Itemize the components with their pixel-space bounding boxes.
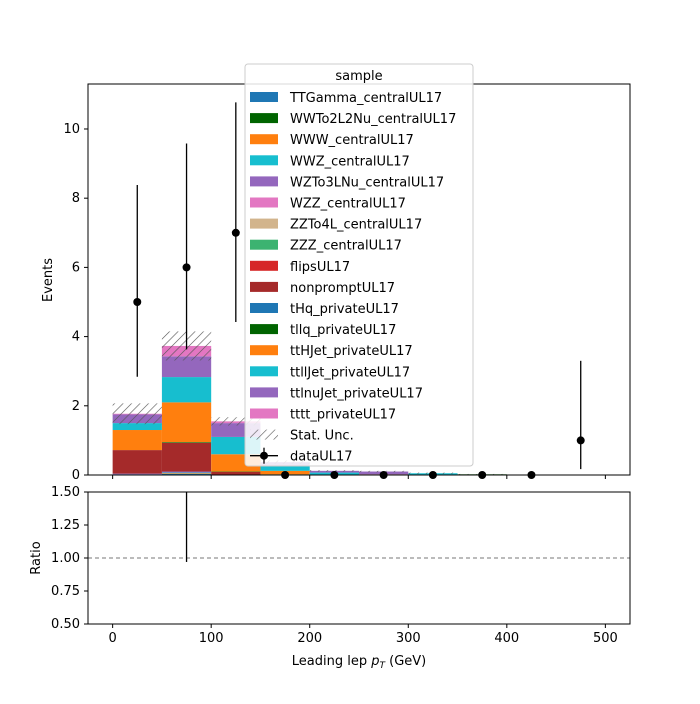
legend-swatch	[250, 113, 278, 123]
legend-label: ZZTo4L_centralUL17	[290, 218, 422, 233]
bar-segment	[162, 443, 211, 472]
bar-segment	[211, 472, 260, 475]
bar-segment	[113, 430, 162, 450]
ratio-y-tick-label: 0.50	[51, 617, 80, 632]
legend-label: WZTo3LNu_centralUL17	[290, 175, 444, 190]
legend-label: Stat. Unc.	[290, 429, 354, 444]
legend-label: TTGamma_centralUL17	[289, 91, 442, 106]
legend-label: nonpromptUL17	[290, 281, 395, 296]
data-point	[232, 229, 240, 237]
legend-label: tHq_privateUL17	[290, 302, 399, 317]
ratio-y-axis-label: Ratio	[29, 541, 44, 574]
ratio-y-ticks: 0.50 0.75 1.00 1.25 1.50	[51, 485, 88, 632]
legend-label: tllq_privateUL17	[290, 323, 396, 338]
y-tick-label: 8	[72, 191, 80, 206]
y-tick-label: 4	[72, 330, 80, 345]
legend-label: tttt_privateUL17	[290, 408, 396, 423]
legend-swatch	[250, 198, 278, 208]
y-tick-label: 10	[63, 122, 80, 137]
legend-title: sample	[335, 69, 382, 84]
y-tick-label: 2	[72, 399, 80, 414]
legend-label: ZZZ_centralUL17	[290, 239, 402, 254]
ratio-axes-frame	[88, 492, 630, 624]
bar-segment	[162, 473, 211, 474]
legend-swatch	[250, 366, 278, 376]
stat-unc-band	[113, 403, 162, 424]
ratio-y-tick-label: 0.75	[51, 584, 80, 599]
x-tick-label: 400	[494, 631, 519, 646]
legend-swatch	[250, 176, 278, 186]
y-tick-label: 0	[72, 468, 80, 483]
legend-swatch	[250, 240, 278, 250]
legend-label: ttlnuJet_privateUL17	[290, 386, 423, 401]
ratio-x-ticks: 0 100 200 300 400 500	[108, 624, 617, 646]
legend-label: WWW_centralUL17	[290, 133, 414, 148]
legend-swatch	[250, 387, 278, 397]
data-point	[133, 298, 141, 306]
bar-segment	[162, 473, 211, 474]
x-tick-label: 100	[199, 631, 224, 646]
bar-segment	[162, 472, 211, 473]
legend-swatch	[250, 303, 278, 313]
legend-swatch	[250, 92, 278, 102]
legend-label: flipsUL17	[290, 260, 350, 275]
data-point	[577, 436, 585, 444]
legend-data-marker	[260, 452, 268, 460]
legend-swatch	[250, 345, 278, 355]
legend-swatch-stat-unc	[250, 430, 278, 440]
legend-label: WZZ_centralUL17	[290, 197, 406, 212]
legend-swatch	[250, 282, 278, 292]
bar-segment	[113, 423, 162, 430]
legend-label: ttllJet_privateUL17	[290, 365, 410, 380]
bar-segment	[162, 377, 211, 402]
ratio-y-tick-label: 1.00	[51, 551, 80, 566]
bar-segment	[162, 402, 211, 442]
y-tick-label: 6	[72, 260, 80, 275]
x-tick-label: 300	[396, 631, 421, 646]
bar-segment	[113, 450, 162, 474]
legend-label: dataUL17	[290, 450, 353, 465]
x-axis-label-unit: (GeV)	[385, 654, 426, 669]
x-tick-label: 200	[297, 631, 322, 646]
x-axis-label: Leading lep pT (GeV)	[292, 654, 426, 671]
x-axis-label-main: Leading lep	[292, 654, 371, 669]
main-y-axis-label: Events	[41, 258, 56, 302]
legend-swatch	[250, 324, 278, 334]
ratio-y-tick-label: 1.50	[51, 485, 80, 500]
bar-segment	[113, 474, 162, 475]
legend-swatch	[250, 409, 278, 419]
x-axis-label-symbol: p	[370, 654, 379, 669]
data-point	[183, 263, 191, 271]
x-tick-label: 0	[108, 631, 116, 646]
legend-label: ttHJet_privateUL17	[290, 344, 413, 359]
ratio-elements	[88, 492, 630, 562]
x-tick-label: 500	[593, 631, 618, 646]
legend-label: WWTo2L2Nu_centralUL17	[290, 112, 456, 127]
legend-label: WWZ_centralUL17	[290, 154, 410, 169]
legend-swatch	[250, 155, 278, 165]
ratio-y-tick-label: 1.25	[51, 518, 80, 533]
legend: sample TTGamma_centralUL17 WWTo2L2Nu_cent…	[245, 64, 473, 466]
bar-segment	[162, 442, 211, 443]
main-y-ticks: 0 2 4 6 8 10	[63, 122, 88, 483]
legend-swatch	[250, 134, 278, 144]
legend-swatch	[250, 219, 278, 229]
legend-swatch	[250, 261, 278, 271]
